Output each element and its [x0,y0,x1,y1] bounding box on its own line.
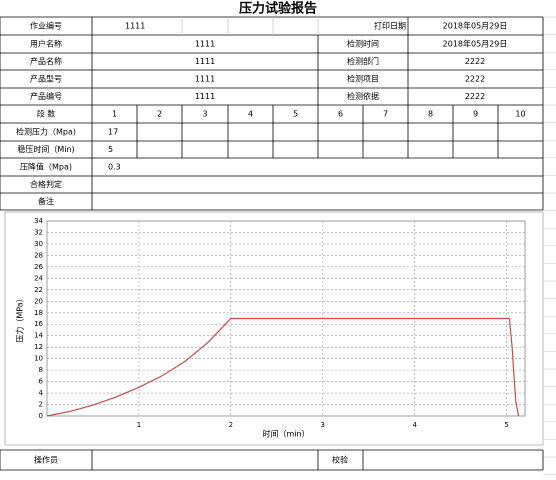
field-value: 2018年05月29日 [443,21,508,31]
x-tick-label: 1 [137,421,141,429]
y-tick-label: 18 [34,309,43,317]
field-label: 操作员 [34,455,58,465]
param-value: 0.3 [108,163,121,172]
segment-number: 7 [383,110,388,119]
report-title: 压力试验报告 [239,1,317,17]
segment-number: 1 [112,110,117,119]
segment-number: 3 [202,110,207,119]
y-tick-label: 20 [34,297,43,305]
x-tick-label: 2 [229,421,233,429]
segment-number: 10 [515,110,525,119]
field-value: 2222 [465,92,485,101]
field-label: 检测依据 [347,91,379,101]
y-tick-label: 26 [34,263,43,271]
field-label: 检测项目 [347,74,379,84]
x-tick-label: 5 [504,421,508,429]
segment-number: 8 [428,110,433,119]
field-value: 2222 [465,57,485,66]
field-value: 2222 [465,75,485,84]
field-value: 1111 [195,57,215,66]
y-tick-label: 34 [34,217,43,225]
y-tick-label: 30 [34,240,43,248]
y-tick-label: 4 [39,389,44,397]
field-value: 1111 [195,92,215,101]
param-value: 17 [108,128,118,137]
field-value: 2018年05月29日 [443,39,508,49]
field-label: 检测时间 [347,39,379,49]
segment-number: 9 [473,110,478,119]
y-axis-label: 压力（MPa） [15,294,25,342]
y-tick-label: 2 [39,401,43,409]
x-tick-label: 4 [412,421,417,429]
param-label: 稳压时间（Min) [17,144,74,154]
field-label: 备注 [38,196,54,206]
y-tick-label: 22 [34,286,43,294]
field-label: 校验 [332,455,348,465]
field-value: 1111 [195,75,215,84]
y-tick-label: 14 [34,332,43,340]
param-value: 5 [108,145,113,154]
y-tick-label: 32 [34,228,43,236]
y-tick-label: 16 [34,320,43,328]
y-tick-label: 12 [34,343,43,351]
field-label: 产品型号 [30,74,62,84]
field-label: 作业编号 [30,21,62,31]
field-label: 用户名称 [30,39,62,49]
field-label: 产品名称 [30,56,62,66]
field-value: 1111 [195,40,215,49]
param-label: 压降值（Mpa) [20,162,72,172]
segment-number: 5 [293,110,298,119]
data-line [46,317,520,417]
field-value: 1111 [125,22,145,31]
x-axis-label: 时间（min） [262,429,309,439]
field-label: 检测部门 [347,56,379,66]
segment-label: 段 数 [37,109,56,119]
field-label: 打印日期 [374,21,406,31]
y-tick-label: 8 [39,366,43,374]
y-tick-label: 0 [39,412,43,420]
param-label: 检测压力（Mpa) [16,127,76,137]
y-tick-label: 6 [39,378,44,386]
field-label: 产品编号 [30,91,62,101]
y-tick-label: 24 [34,274,43,282]
y-tick-label: 10 [34,355,43,363]
y-tick-label: 28 [34,251,43,259]
field-label: 合格判定 [30,179,62,189]
segment-number: 6 [338,110,343,119]
segment-number: 4 [248,110,253,119]
segment-number: 2 [157,110,162,119]
x-tick-label: 3 [321,421,325,429]
